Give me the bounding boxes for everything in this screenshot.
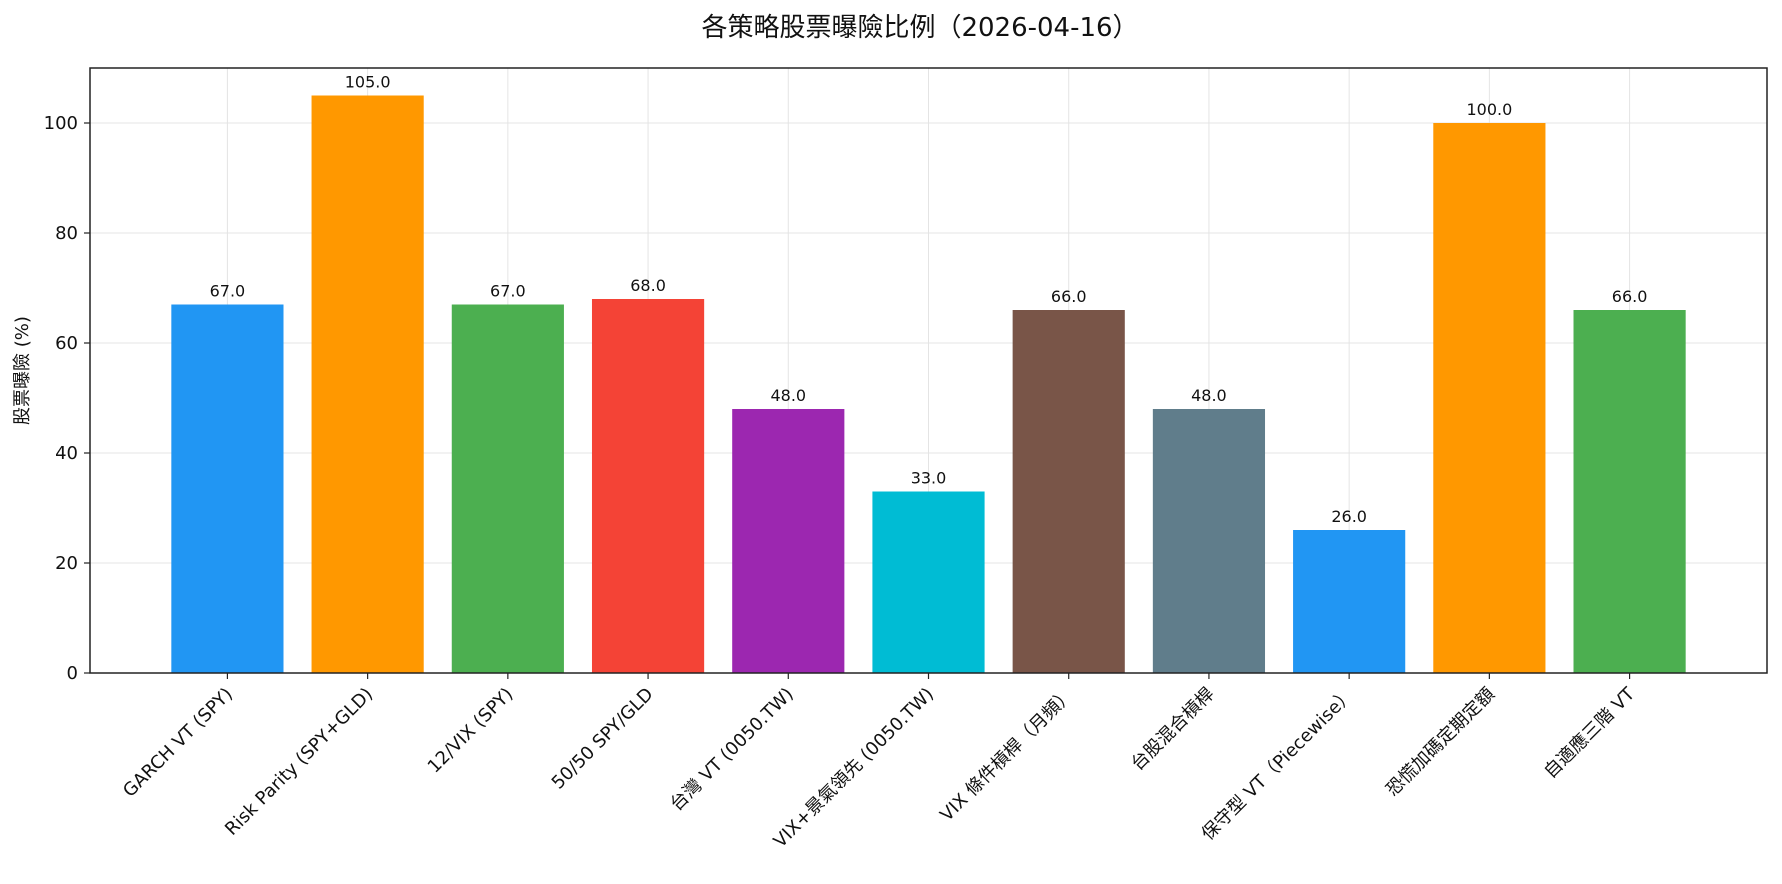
bar [451,304,564,673]
bar-value-label: 48.0 [770,386,806,405]
x-tick-label: 自適應三階 VT [1539,682,1639,782]
y-tick-label: 60 [55,333,78,354]
bar-value-label: 105.0 [345,73,391,92]
x-tick-label: Risk Parity (SPY+GLD) [221,684,377,840]
bar-value-label: 100.0 [1466,100,1512,119]
bar [311,95,424,673]
y-tick-label: 40 [55,443,78,464]
x-tick-label: 台灣 VT (0050.TW) [666,684,798,816]
y-axis-label: 股票曝險 (%) [12,316,33,425]
x-tick-label: VIX 條件槓桿（月頻） [936,684,1078,826]
bar-value-label: 66.0 [1051,287,1087,306]
bar-value-label: 66.0 [1612,287,1648,306]
y-tick-label: 0 [67,663,78,684]
x-tick-label: VIX+景氣領先 (0050.TW) [770,684,938,852]
bars [171,95,1686,673]
bar [872,491,985,673]
bar [732,409,845,673]
bar-value-label: 67.0 [490,282,526,301]
bar [591,299,705,673]
bar [1573,310,1686,673]
bar [1293,530,1406,673]
x-tick-label: 50/50 SPY/GLD [548,684,658,794]
chart-title: 各策略股票曝險比例（2026-04-16） [701,13,1138,43]
y-tick-label: 20 [55,553,78,574]
plot-frame [89,67,1768,674]
y-axis-ticks: 0 20 40 60 80 100 [44,113,90,684]
bar-value-label: 26.0 [1331,507,1367,526]
x-axis-ticks: GARCH VT (SPY)Risk Parity (SPY+GLD) 12/VI… [119,673,1640,852]
x-tick-label: GARCH VT (SPY) [119,684,237,802]
bar [1152,409,1266,673]
bar-value-label: 48.0 [1191,386,1227,405]
bar-value-label: 33.0 [911,469,947,488]
x-tick-label: 12/VIX (SPY) [424,684,518,778]
bar-value-label: 68.0 [630,276,666,295]
x-tick-label: 保守型 VT（Piecewise） [1198,684,1359,845]
x-tick-label: 恐慌加碼定期定額 [1382,684,1499,801]
y-tick-label: 80 [55,223,78,244]
bar [1433,123,1546,673]
y-tick-label: 100 [44,113,78,134]
value-labels: 67.0 105.0 67.0 68.0 48.0 33.0 66.0 48.0 26.0 100… [210,73,1648,527]
bar [171,304,284,673]
bar-value-label: 67.0 [210,282,246,301]
x-tick-label: 台股混合槓桿 [1127,684,1218,775]
bar [1012,310,1125,673]
